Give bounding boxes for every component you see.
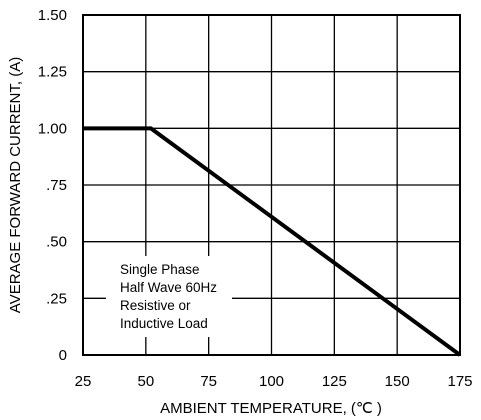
plot-frame — [82, 14, 461, 356]
x-axis-title: AMBIENT TEMPERATURE, (℃ ) — [160, 400, 382, 417]
annotation-line-1: Single Phase — [120, 262, 200, 277]
y-tick-label: 0 — [59, 347, 67, 364]
x-tick-label: 150 — [385, 373, 410, 390]
annotation-box — [106, 256, 232, 337]
x-tick-label: 75 — [200, 373, 217, 390]
x-tick-label: 100 — [259, 373, 284, 390]
y-tick-label: .75 — [46, 177, 67, 194]
annotation-line-4: Inductive Load — [120, 316, 208, 331]
x-tick-label: 50 — [137, 373, 154, 390]
y-tick-label: 1.25 — [38, 64, 67, 81]
x-tick-label: 125 — [322, 373, 347, 390]
annotation: Single Phase Half Wave 60Hz Resistive or… — [120, 262, 217, 331]
y-tick-labels: 0 .25 .50 .75 1.00 1.25 1.50 — [38, 7, 67, 364]
y-tick-label: .50 — [46, 234, 67, 251]
series-line — [83, 126, 462, 357]
annotation-line-2: Half Wave 60Hz — [120, 280, 217, 295]
y-tick-label: 1.00 — [38, 120, 67, 137]
y-axis-title: AVERAGE FORWARD CURRENT, (A) — [7, 57, 24, 313]
y-tick-label: 1.50 — [38, 7, 67, 24]
x-tick-label: 175 — [447, 373, 472, 390]
x-tick-label: 25 — [75, 373, 92, 390]
y-tick-label: .25 — [46, 290, 67, 307]
annotation-line-3: Resistive or — [120, 298, 191, 313]
x-tick-labels: 25 50 75 100 125 150 175 — [75, 373, 473, 390]
data-series — [83, 126, 462, 357]
